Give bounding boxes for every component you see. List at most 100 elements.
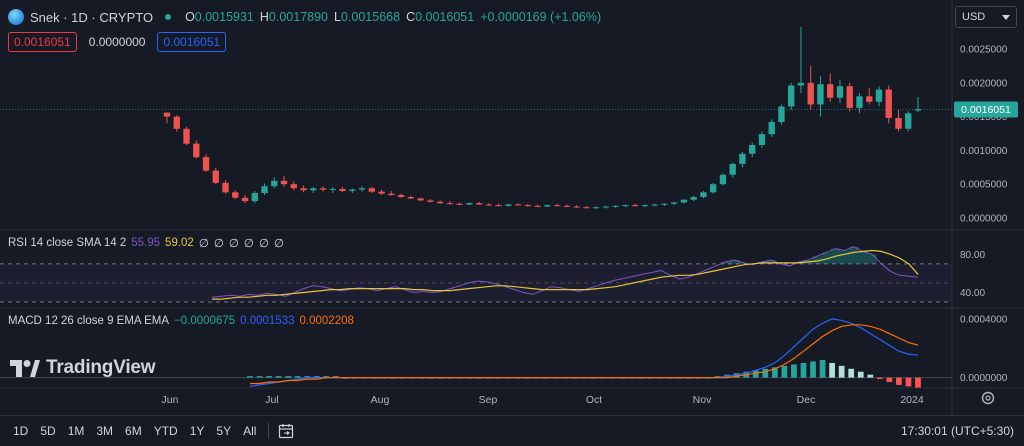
candle [651,203,658,207]
sell-price-box[interactable]: 0.0016051 [8,32,77,52]
candle [202,154,210,173]
gear-icon[interactable] [981,391,995,405]
timeframe-5d[interactable]: 5D [40,424,56,438]
calendar-range-icon[interactable] [277,422,295,440]
price-boxes: 0.0016051 0.0000000 0.0016051 [8,32,227,52]
candle [446,201,454,205]
macd-axis[interactable]: 0.0004000 0.0000000 [960,314,1008,384]
candle [339,186,346,193]
time-tick: Sep [479,394,498,406]
price-axis[interactable]: 0.0025000 0.0020000 0.0015000 0.0010000 … [960,45,1008,225]
rsi-legend[interactable]: RSI 14 close SMA 14 2 55.95 59.02 ∅ ∅ ∅ … [8,236,284,250]
macd-hist-bar [275,376,282,378]
candle [768,119,775,137]
time-tick: Nov [693,394,712,406]
macd-hist-bar [752,370,759,378]
timeframe-ytd[interactable]: YTD [153,424,178,438]
rsi-empty-value: ∅ [273,238,285,250]
candle [495,203,502,207]
toolbar-divider [268,423,270,439]
current-price-label: 0.0016051 [961,104,1011,116]
candlestick-series [163,26,922,210]
macd-hist-bar [733,373,740,378]
candle [778,104,785,125]
time-tick: Jul [265,394,278,406]
macd-hist-bar [800,362,807,378]
macd-label: MACD 12 26 close 9 EMA EMA [8,315,170,327]
candle [241,195,249,204]
timeframe-3m[interactable]: 3M [96,424,114,438]
candle [407,195,415,200]
candle [592,206,600,210]
macd-hist-bar [848,368,855,378]
macd-signal-line [250,324,919,385]
candle [836,79,844,104]
currency-select[interactable]: USD [955,6,1017,28]
candle [807,65,814,110]
macd-hist-bar [294,376,301,378]
macd-histogram [247,360,921,388]
macd-hist-bar [247,376,253,378]
price-tick: 0.0010000 [960,146,1008,157]
candle [895,109,902,132]
candle [729,162,736,178]
candle [563,204,571,208]
timeframe-1m[interactable]: 1M [67,424,85,438]
candle [914,97,922,112]
candle [622,204,629,208]
candle [436,200,444,204]
rsi-ma-line [212,249,919,300]
macd-hist-bar [304,376,311,378]
time-tick: Dec [797,394,816,406]
candle [349,188,356,193]
candle [553,203,561,207]
macd-hist-bar [256,376,263,378]
candle [358,186,366,192]
market-status-icon[interactable] [165,14,172,20]
buy-price-box[interactable]: 0.0016051 [157,32,227,52]
macd-hist-bar [867,374,874,378]
price-tick: 0.0025000 [960,45,1008,56]
tradingview-logo: TradingView [10,357,156,379]
bottom-toolbar: 1D 5D 1M 3M 6M YTD 1Y 5Y All 17:30:01 (U… [0,415,1024,446]
rsi-empty-value: ∅ [258,238,269,250]
candle [368,186,375,193]
currency-label: USD [962,11,986,23]
macd-hist-bar [285,376,292,378]
candle [212,167,219,185]
spread-value: 0.0000000 [88,35,146,49]
candle [739,151,746,168]
timeframe-5y[interactable]: 5Y [216,424,232,438]
candle [534,204,541,208]
timeframe-1d[interactable]: 1D [13,424,29,438]
clock[interactable]: 17:30:01 (UTC+5:30) [900,424,1014,438]
candle [700,190,707,199]
candle [466,202,473,206]
time-tick: Aug [371,394,390,406]
time-axis[interactable]: Jun Jul Aug Sep Oct Nov Dec 2024 [162,394,924,406]
macd-legend[interactable]: MACD 12 26 close 9 EMA EMA −0.0000675 0.… [8,315,354,327]
macd-hist-bar [714,376,721,378]
macd-hist-bar [762,368,769,378]
symbol-legend: Snek · 1D · CRYPTO O 0.0015931 H 0.0017890… [8,8,603,26]
candle [710,182,717,194]
timeframe-1y[interactable]: 1Y [189,424,205,438]
rsi-axis[interactable]: 80.00 40.00 [960,250,985,299]
rsi-value: 55.95 [131,237,161,249]
ohlc-open-value: 0.0015931 [194,10,254,24]
candle [866,88,873,105]
timeframe-6m[interactable]: 6M [125,424,142,438]
rsi-overbought-fill [720,246,877,264]
change-value: +0.0000169 (+1.06%) [480,10,602,24]
candle [827,73,834,102]
candle [583,205,590,209]
macd-hist-bar [313,376,320,378]
symbol-title[interactable]: Snek · 1D · CRYPTO [30,9,154,25]
candle [261,183,268,196]
macd-signal-value: 0.0002208 [299,315,354,327]
candle [661,203,668,206]
candle [271,177,278,189]
candle [456,202,463,206]
timeframe-all[interactable]: All [243,424,257,438]
chart-canvas[interactable]: 0.0025000 0.0020000 0.0015000 0.0010000 … [0,0,1024,415]
